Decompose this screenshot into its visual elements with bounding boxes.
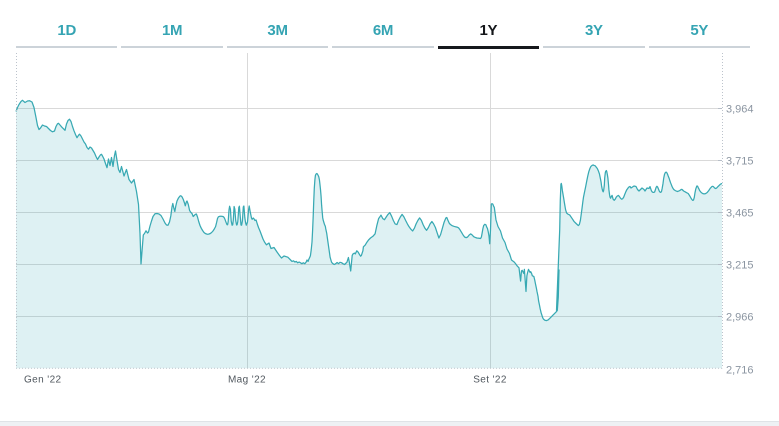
svg-text:3,215: 3,215 bbox=[726, 260, 754, 272]
svg-text:3,964: 3,964 bbox=[726, 104, 754, 116]
svg-text:Mag '22: Mag '22 bbox=[228, 375, 266, 386]
svg-text:2,966: 2,966 bbox=[726, 312, 754, 324]
svg-text:Set '22: Set '22 bbox=[473, 375, 507, 386]
svg-text:3,465: 3,465 bbox=[726, 208, 754, 220]
svg-text:3,715: 3,715 bbox=[726, 156, 754, 168]
svg-text:2,716: 2,716 bbox=[726, 365, 754, 377]
svg-text:Gen '22: Gen '22 bbox=[24, 375, 62, 386]
